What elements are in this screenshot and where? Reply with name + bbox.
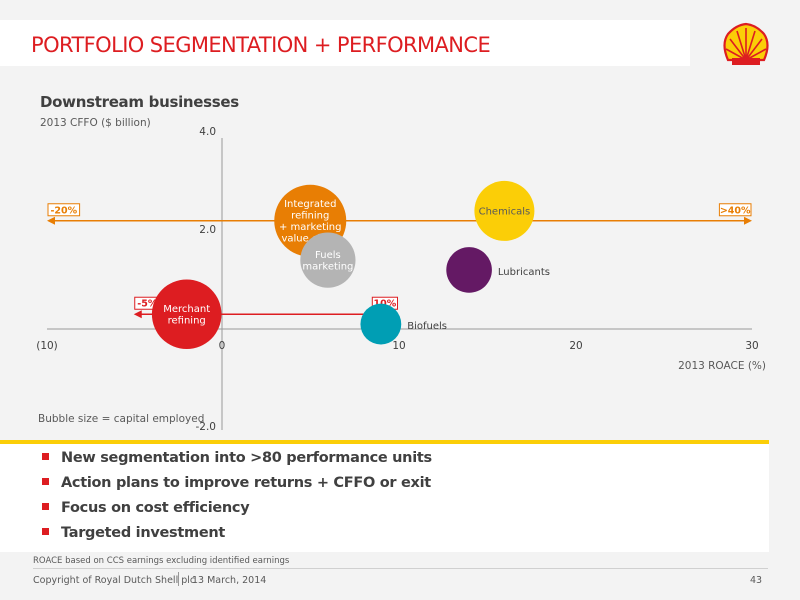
- footer-date: 13 March, 2014: [192, 575, 267, 586]
- title-bar: [0, 20, 690, 66]
- bubble-circle: [360, 303, 402, 345]
- bubble-label: Lubricants: [498, 267, 550, 278]
- bubble-label: Integrated: [284, 199, 336, 210]
- bullet-item: Action plans to improve returns + CFFO o…: [42, 473, 432, 498]
- chart-title: Downstream businesses: [40, 93, 239, 111]
- x-tick-label: 30: [745, 340, 758, 352]
- bubble-label: refining: [291, 211, 329, 222]
- bubble-label: Biofuels: [407, 321, 447, 332]
- footer-rule: [33, 568, 768, 569]
- range-label-box: [47, 203, 81, 217]
- bullet-panel: [0, 440, 769, 552]
- y-axis-label: 2013 CFFO ($ billion): [40, 117, 151, 129]
- x-tick-label: (10): [36, 340, 58, 352]
- bubble-label: Merchant: [163, 304, 210, 315]
- bubble-label: Fuels: [315, 250, 341, 261]
- page-number: 43: [750, 575, 763, 586]
- bubble-circle: [474, 180, 535, 241]
- x-tick-label: 0: [219, 340, 226, 352]
- bubble-chart: (10) 0 10 20 30 4.0 2.0 -2.0 2013 ROACE …: [36, 126, 766, 433]
- bullet-list: New segmentation into >80 performance un…: [42, 448, 432, 548]
- shell-logo: [723, 22, 769, 65]
- footer-divider: [178, 572, 179, 586]
- y-tick-label: 2.0: [199, 224, 216, 236]
- range-label: -20%: [47, 203, 81, 217]
- range-label-text: >40%: [720, 205, 751, 216]
- y-tick-label: -2.0: [196, 421, 217, 433]
- bubble-label: marketing: [302, 261, 353, 272]
- bubble-size-note: Bubble size = capital employed: [38, 413, 205, 425]
- range-label-text: -20%: [50, 205, 77, 216]
- bullet-marker: [42, 528, 49, 535]
- bubble-label: + marketing: [279, 222, 342, 233]
- bubble-circle: [446, 247, 492, 293]
- copyright: Copyright of Royal Dutch Shell plc: [33, 575, 196, 586]
- range-arrow: -20% >40%: [47, 203, 752, 225]
- bubble: Lubricants: [446, 247, 550, 293]
- page-title: PORTFOLIO SEGMENTATION + PERFORMANCE: [31, 33, 491, 57]
- bullet-text: New segmentation into >80 performance un…: [61, 450, 432, 466]
- x-tick-label: 20: [569, 340, 582, 352]
- arrowhead-left: [47, 216, 55, 225]
- bullet-marker: [42, 453, 49, 460]
- x-axis-label: 2013 ROACE (%): [678, 360, 766, 372]
- bubble-label: refining: [168, 315, 206, 326]
- bubble: Biofuels: [360, 303, 447, 345]
- bullet-item: New segmentation into >80 performance un…: [42, 448, 432, 473]
- arrowhead-right: [744, 216, 752, 225]
- bubble: Chemicals: [474, 180, 535, 241]
- arrowhead-left: [133, 310, 142, 319]
- bullet-text: Targeted investment: [61, 525, 226, 541]
- range-label-box: [718, 203, 752, 217]
- y-tick-label: 4.0: [199, 126, 216, 138]
- bullet-marker: [42, 478, 49, 485]
- bullet-text: Action plans to improve returns + CFFO o…: [61, 475, 431, 491]
- bubble-circle: [151, 279, 222, 350]
- range-label: >40%: [718, 203, 752, 217]
- x-tick-label: 10: [392, 340, 405, 352]
- bubble-circle: [300, 232, 356, 288]
- bullet-text: Focus on cost efficiency: [61, 500, 250, 516]
- bullet-item: Focus on cost efficiency: [42, 498, 432, 523]
- footnote: ROACE based on CCS earnings excluding id…: [33, 556, 290, 566]
- range-label-text: -5%: [137, 299, 158, 310]
- bubble-label: Chemicals: [479, 206, 531, 217]
- bullet-item: Targeted investment: [42, 523, 432, 548]
- bullet-marker: [42, 503, 49, 510]
